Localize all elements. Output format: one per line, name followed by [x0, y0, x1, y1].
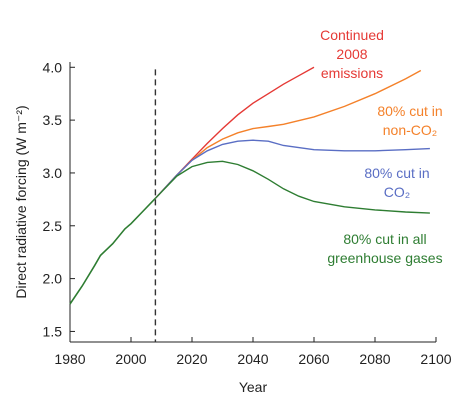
- series-label-line: non-CO₂: [383, 122, 437, 138]
- x-tick-label: 2020: [176, 351, 207, 367]
- y-tick-label: 2.5: [43, 218, 63, 234]
- series-label-line: 80% cut in: [377, 103, 442, 119]
- series-label-line: 2008: [336, 46, 367, 62]
- historical-line: [69, 197, 156, 305]
- series-label-cut-co2: 80% cut in CO₂: [364, 165, 429, 200]
- x-tick-label: 2100: [420, 351, 451, 367]
- y-tick-label: 4.0: [43, 59, 63, 75]
- x-tick-label: 1980: [54, 351, 85, 367]
- series-label-line: 80% cut in: [364, 165, 429, 181]
- x-tick-label: 2040: [237, 351, 268, 367]
- series-label-line: emissions: [321, 65, 383, 81]
- series-label-line: greenhouse gases: [327, 250, 442, 266]
- x-axis-title: Year: [239, 379, 268, 395]
- y-axis-title: Direct radiative forcing (W m⁻²): [13, 105, 29, 298]
- x-tick-label: 2060: [298, 351, 329, 367]
- series-line-cut-all: [154, 160, 430, 214]
- x-tick-label: 2000: [115, 351, 146, 367]
- ticks: 1980 2000 2020 2040 2060 2080 2100 1.5 2.0 2.5 3.0…: [43, 59, 452, 367]
- series-lines: [69, 66, 430, 305]
- series-label-cut-all: 80% cut in all greenhouse gases: [327, 231, 442, 266]
- y-tick-label: 2.0: [43, 271, 63, 287]
- series-line-cut-co2: [154, 139, 430, 199]
- series-label-line: 80% cut in all: [343, 231, 426, 247]
- y-tick-label: 3.0: [43, 165, 63, 181]
- y-tick-label: 1.5: [43, 323, 63, 339]
- x-tick-label: 2080: [359, 351, 390, 367]
- y-tick-label: 3.5: [43, 112, 63, 128]
- series-label-continued: Continued 2008 emissions: [320, 27, 384, 81]
- series-label-line: CO₂: [384, 184, 410, 200]
- series-label-cut-non-co2: 80% cut in non-CO₂: [377, 103, 442, 138]
- series-line-continued: [154, 66, 315, 199]
- series-label-line: Continued: [320, 27, 384, 43]
